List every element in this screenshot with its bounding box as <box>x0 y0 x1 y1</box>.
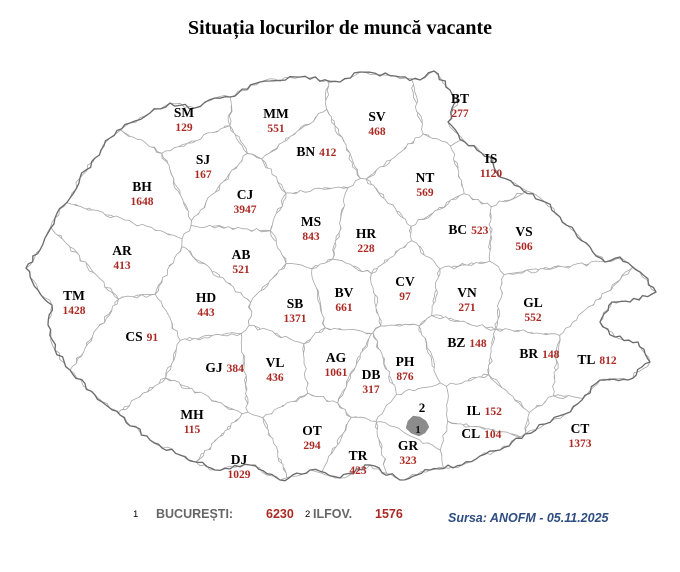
svg-text:BV: BV <box>335 285 354 300</box>
svg-text:TM: TM <box>63 288 85 303</box>
svg-text:661: 661 <box>335 302 353 314</box>
svg-text:AG: AG <box>326 350 347 365</box>
svg-text:228: 228 <box>357 243 375 255</box>
svg-text:294: 294 <box>303 440 321 452</box>
svg-text:1648: 1648 <box>131 196 154 208</box>
svg-text:BT: BT <box>451 91 469 106</box>
svg-text:HD: HD <box>196 290 217 305</box>
svg-text:DB: DB <box>362 367 381 382</box>
svg-text:MH: MH <box>180 407 204 422</box>
svg-text:MS: MS <box>301 214 321 229</box>
svg-text:115: 115 <box>184 424 201 436</box>
svg-text:1120: 1120 <box>480 168 503 180</box>
svg-text:317: 317 <box>362 384 380 396</box>
svg-text:GL: GL <box>523 295 543 310</box>
svg-text:551: 551 <box>267 123 285 135</box>
svg-text:HR: HR <box>356 226 377 241</box>
svg-text:3947: 3947 <box>234 204 257 216</box>
svg-text:PH: PH <box>396 354 415 369</box>
svg-text:GR: GR <box>398 438 419 453</box>
svg-text:MM: MM <box>263 106 289 121</box>
svg-text:SM: SM <box>174 105 195 120</box>
svg-text:VL: VL <box>266 355 285 370</box>
svg-text:VS: VS <box>515 224 532 239</box>
svg-text:OT: OT <box>302 423 322 438</box>
svg-text:VN: VN <box>457 285 477 300</box>
svg-text:1371: 1371 <box>284 313 307 325</box>
svg-text:552: 552 <box>524 312 542 324</box>
svg-text:TR: TR <box>349 448 368 463</box>
svg-text:569: 569 <box>416 187 434 199</box>
svg-text:271: 271 <box>458 302 476 314</box>
svg-text:1373: 1373 <box>569 438 592 450</box>
svg-text:CT: CT <box>571 421 590 436</box>
svg-text:BH: BH <box>132 179 152 194</box>
svg-text:IS: IS <box>485 151 498 166</box>
svg-text:1061: 1061 <box>325 367 348 379</box>
svg-text:506: 506 <box>515 241 533 253</box>
svg-text:843: 843 <box>302 231 320 243</box>
svg-text:SV: SV <box>368 109 386 124</box>
svg-text:521: 521 <box>232 264 250 276</box>
svg-text:CJ: CJ <box>237 187 254 202</box>
svg-text:AR: AR <box>112 243 132 258</box>
svg-text:DJ: DJ <box>231 452 248 467</box>
svg-text:323: 323 <box>399 455 417 467</box>
svg-text:97: 97 <box>399 291 411 303</box>
svg-text:AB: AB <box>232 247 251 262</box>
svg-text:NT: NT <box>416 170 435 185</box>
svg-text:468: 468 <box>368 126 386 138</box>
svg-text:1029: 1029 <box>228 469 251 481</box>
svg-text:413: 413 <box>113 260 131 272</box>
svg-text:443: 443 <box>197 307 215 319</box>
svg-text:436: 436 <box>266 372 284 384</box>
svg-text:423: 423 <box>349 465 367 477</box>
svg-text:1428: 1428 <box>63 305 86 317</box>
svg-text:1: 1 <box>415 424 421 436</box>
svg-text:CV: CV <box>395 274 415 289</box>
svg-text:277: 277 <box>451 108 469 120</box>
svg-text:SB: SB <box>287 296 304 311</box>
svg-text:129: 129 <box>175 122 193 134</box>
svg-text:876: 876 <box>396 371 414 383</box>
svg-text:SJ: SJ <box>196 152 211 167</box>
svg-text:167: 167 <box>194 169 212 181</box>
svg-text:2: 2 <box>419 400 426 415</box>
